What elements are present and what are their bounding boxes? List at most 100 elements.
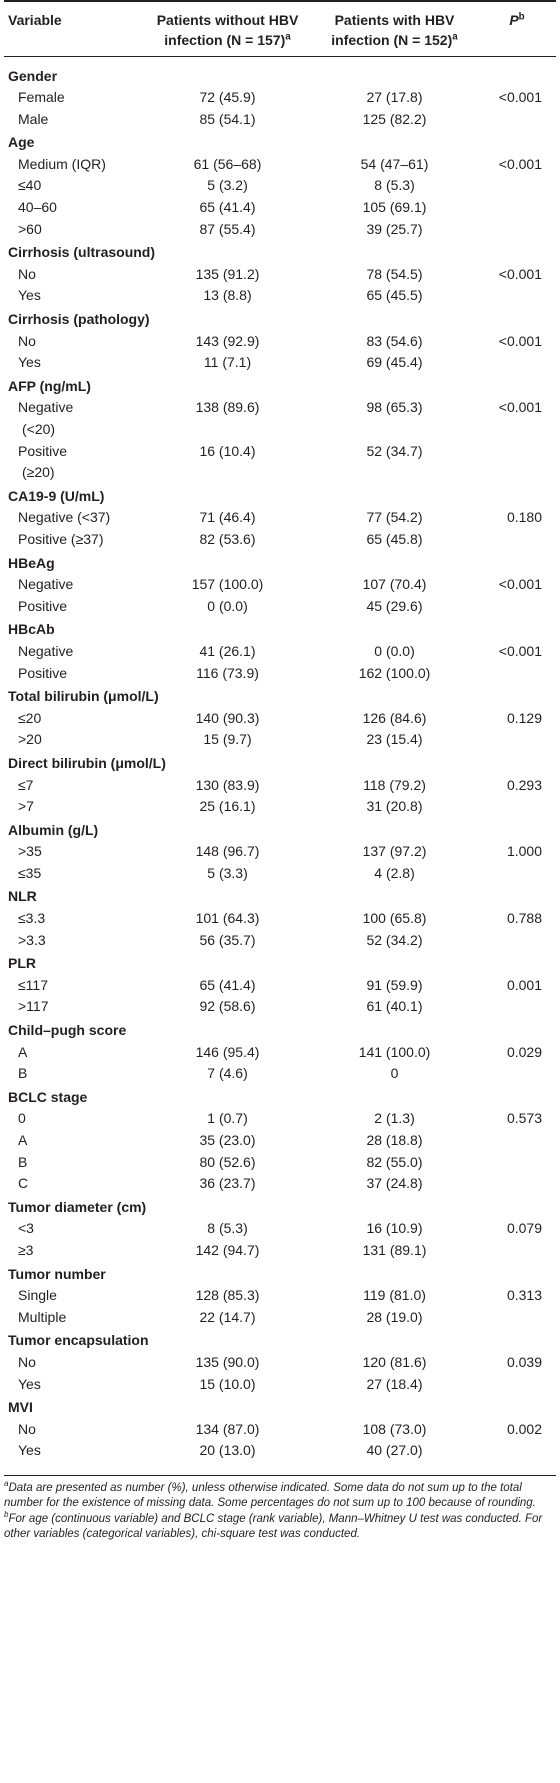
- row-label-text: Yes: [18, 354, 41, 371]
- header-p-sup: b: [518, 11, 525, 23]
- group-header-row: Cirrhosis (pathology): [4, 307, 556, 331]
- row-label: >3.3: [4, 930, 144, 952]
- cell-with-hbv: 39 (25.7): [366, 220, 423, 237]
- cell-with-hbv: 162 (100.0): [358, 664, 431, 681]
- group-title: PLR: [8, 955, 36, 972]
- group-title: HBcAb: [8, 621, 55, 638]
- row-label-text: Negative (<37): [18, 509, 111, 526]
- cell-without-hbv: 135 (90.0): [195, 1353, 260, 1370]
- cell-without-hbv: 92 (58.6): [199, 998, 256, 1015]
- cell-without-hbv: 85 (54.1): [199, 110, 256, 127]
- table-row: ≤3.3 101 (64.3) 100 (65.8) 0.788: [4, 908, 556, 930]
- row-label: Single: [4, 1285, 144, 1307]
- group-title: AFP (ng/mL): [8, 377, 91, 394]
- cell-without-hbv: 0 (0.0): [207, 597, 248, 614]
- table-row: ≤35 5 (3.3) 4 (2.8): [4, 863, 556, 885]
- cell-p-value: 0.079: [506, 1220, 542, 1237]
- row-label-text: <3: [18, 1220, 34, 1237]
- cell-without-hbv: 22 (14.7): [199, 1308, 256, 1325]
- row-label-text: B: [18, 1153, 28, 1170]
- cell-without-hbv: 80 (52.6): [199, 1153, 256, 1170]
- group-header-row: NLR: [4, 884, 556, 908]
- row-label: No: [4, 331, 144, 353]
- cell-without-hbv: 5 (3.2): [207, 177, 248, 194]
- table-row: >7 25 (16.1) 31 (20.8): [4, 796, 556, 818]
- row-label: >35: [4, 841, 144, 863]
- group-header-row: Gender: [4, 64, 556, 88]
- cell-with-hbv: 52 (34.2): [366, 931, 423, 948]
- header-p-value: Pb: [478, 1, 556, 57]
- cell-without-hbv: 116 (73.9): [196, 664, 259, 681]
- row-label: >7: [4, 796, 144, 818]
- row-label: >117: [4, 996, 144, 1018]
- row-label-text-line2: (≥20): [22, 464, 55, 481]
- table-row: B 7 (4.6) 0: [4, 1063, 556, 1085]
- cell-with-hbv: 65 (45.5): [366, 287, 423, 304]
- row-label-text: Negative: [18, 642, 74, 659]
- cell-p-value: [478, 441, 556, 484]
- table-row: Male 85 (54.1) 125 (82.2): [4, 109, 556, 131]
- row-label-text: No: [18, 1420, 36, 1437]
- table-row: C 36 (23.7) 37 (24.8): [4, 1173, 556, 1195]
- cell-p-value: 0.573: [506, 1110, 542, 1127]
- row-label: Multiple: [4, 1307, 144, 1329]
- group-title: Tumor number: [8, 1265, 106, 1282]
- group-title: MVI: [8, 1399, 33, 1416]
- row-label: Yes: [4, 352, 144, 374]
- row-label: A: [4, 1130, 144, 1152]
- row-label-text-line2: (<20): [22, 421, 56, 437]
- cell-with-hbv: 27 (18.4): [366, 1375, 423, 1392]
- table-row: Positive (≥37) 82 (53.6) 65 (45.8): [4, 529, 556, 551]
- cell-p-value: [478, 796, 556, 818]
- row-label: Medium (IQR): [4, 154, 144, 176]
- cell-without-hbv: 15 (9.7): [203, 731, 252, 748]
- group-header-row: Tumor encapsulation: [4, 1328, 556, 1352]
- row-label-text: ≤117: [18, 976, 49, 993]
- row-label-text: Female: [18, 89, 65, 106]
- row-label: Male: [4, 109, 144, 131]
- header-without-line2: infection (N = 157): [164, 32, 286, 48]
- cell-without-hbv: 134 (87.0): [195, 1420, 260, 1437]
- group-header-row: HBeAg: [4, 551, 556, 575]
- table-row: Negative (<37) 71 (46.4) 77 (54.2) 0.180: [4, 507, 556, 529]
- group-header-row: PLR: [4, 951, 556, 975]
- cell-with-hbv: 100 (65.8): [362, 910, 427, 927]
- row-label-text: Negative: [18, 399, 74, 416]
- cell-with-hbv: 0 (0.0): [374, 642, 415, 659]
- cell-without-hbv: 138 (89.6): [195, 399, 260, 416]
- cell-p-value: <0.001: [498, 576, 542, 593]
- row-label-text: Yes: [18, 1375, 41, 1392]
- cell-without-hbv: 56 (35.7): [199, 931, 256, 948]
- cell-p-value: [478, 1063, 556, 1085]
- cell-with-hbv: 27 (17.8): [366, 89, 423, 106]
- row-label-text: ≥3: [18, 1241, 34, 1258]
- cell-p-value: [478, 930, 556, 952]
- cell-without-hbv: 36 (23.7): [199, 1175, 256, 1192]
- cell-with-hbv: 141 (100.0): [358, 1043, 431, 1060]
- row-label: ≤3.3: [4, 908, 144, 930]
- cell-p-value: [478, 863, 556, 885]
- group-title: Child–pugh score: [8, 1022, 127, 1039]
- row-label-text: >60: [18, 220, 42, 237]
- cell-without-hbv: 82 (53.6): [199, 530, 256, 547]
- cell-p-value: [478, 596, 556, 618]
- cell-without-hbv: 7 (4.6): [207, 1065, 248, 1082]
- table-row: B 80 (52.6) 82 (55.0): [4, 1152, 556, 1174]
- group-header-row: CA19-9 (U/mL): [4, 484, 556, 508]
- row-label-text: ≤3.3: [18, 910, 46, 927]
- table-row: Yes 13 (8.8) 65 (45.5): [4, 285, 556, 307]
- row-label-text: 0: [18, 1110, 26, 1127]
- cell-without-hbv: 143 (92.9): [195, 332, 260, 349]
- cell-without-hbv: 35 (23.0): [199, 1132, 256, 1148]
- row-label-text: A: [18, 1043, 28, 1060]
- cell-p-value: [478, 729, 556, 751]
- cell-p-value: [478, 1440, 556, 1462]
- group-header-row: Cirrhosis (ultrasound): [4, 240, 556, 264]
- cell-without-hbv: 25 (16.1): [199, 798, 256, 815]
- footnotes: aData are presented as number (%), unles…: [4, 1474, 556, 1542]
- cell-p-value: 0.788: [506, 910, 542, 927]
- row-label-text: Positive: [18, 442, 68, 459]
- cell-p-value: 0.313: [506, 1287, 542, 1304]
- cell-p-value: <0.001: [498, 265, 542, 282]
- cell-p-value: [478, 1240, 556, 1262]
